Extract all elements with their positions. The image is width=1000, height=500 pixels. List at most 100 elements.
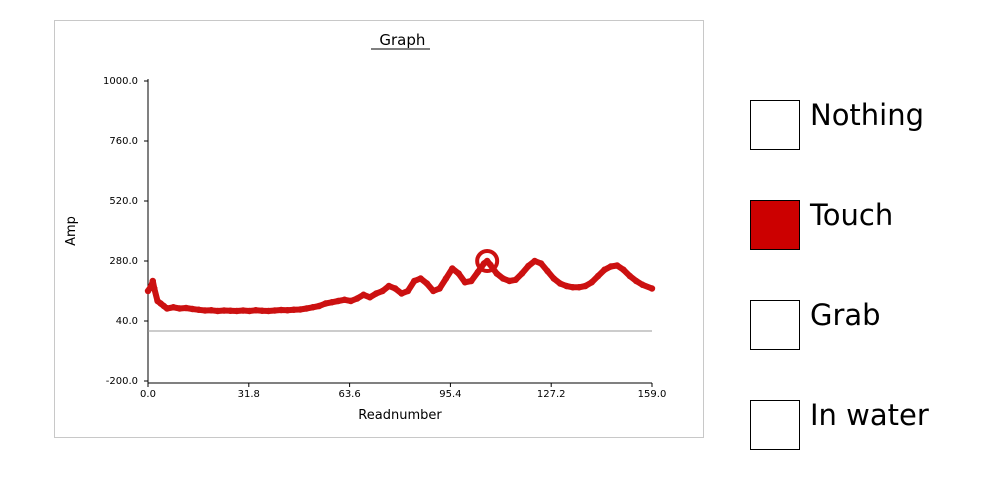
x-tick-label: 0.0 xyxy=(140,389,156,400)
x-tick-label: 159.0 xyxy=(638,389,667,400)
data-point xyxy=(227,307,234,314)
legend-label: In water xyxy=(810,398,929,432)
data-point xyxy=(601,266,608,273)
data-point xyxy=(537,260,545,267)
data-point xyxy=(436,285,443,292)
data-point xyxy=(417,275,424,282)
data-point xyxy=(341,296,348,303)
data-point xyxy=(398,290,405,297)
data-point xyxy=(575,284,583,291)
data-point xyxy=(506,277,513,285)
data-point xyxy=(239,307,247,314)
legend-swatch[interactable] xyxy=(750,200,800,250)
data-point xyxy=(594,272,602,280)
data-point xyxy=(195,306,202,313)
data-point xyxy=(392,285,399,292)
data-point xyxy=(208,307,215,314)
legend-swatch[interactable] xyxy=(750,100,800,150)
legend-swatch[interactable] xyxy=(750,400,800,450)
data-point xyxy=(182,304,190,312)
data-point xyxy=(474,269,481,276)
data-point xyxy=(607,263,614,270)
data-point xyxy=(271,307,278,314)
legend-label: Nothing xyxy=(810,98,925,132)
y-tick-label: 280.0 xyxy=(109,256,138,267)
data-point xyxy=(648,285,656,292)
data-point xyxy=(518,270,526,277)
data-point xyxy=(176,305,183,312)
x-tick-label: 127.2 xyxy=(537,389,566,400)
x-ticks: 0.0 31.8 63.6 95.4 127.2 159.0 xyxy=(140,383,666,400)
data-point xyxy=(334,297,342,305)
data-point xyxy=(613,262,621,269)
data-point xyxy=(455,270,462,277)
data-point xyxy=(411,277,418,285)
data-point xyxy=(170,304,177,311)
chart-svg: Graph 1000.0 760.0 520.0 280.0 40.0 -200.0 0.… xyxy=(64,31,666,423)
data-point xyxy=(632,277,640,285)
data-point xyxy=(544,267,551,275)
y-tick-label: 520.0 xyxy=(109,196,138,207)
data-point xyxy=(201,307,209,314)
data-point xyxy=(214,307,221,315)
legend-item-grab[interactable]: Grab xyxy=(750,298,990,352)
legend-item-nothing[interactable]: Nothing xyxy=(750,98,990,152)
data-point xyxy=(252,307,259,314)
data-point xyxy=(442,275,450,282)
data-point xyxy=(423,280,431,287)
data-point xyxy=(487,261,494,268)
data-point xyxy=(512,276,519,283)
data-point xyxy=(163,305,171,312)
legend-label: Touch xyxy=(810,198,894,232)
data-point xyxy=(347,297,355,305)
chart-title: Graph xyxy=(375,31,426,49)
data-point xyxy=(379,287,386,295)
y-tick-label: 1000.0 xyxy=(103,76,138,87)
x-tick-label: 31.8 xyxy=(238,389,260,400)
x-tick-label: 95.4 xyxy=(439,389,461,400)
data-point xyxy=(430,287,437,295)
legend-item-touch[interactable]: Touch xyxy=(750,198,990,252)
data-point xyxy=(246,307,253,315)
data-point xyxy=(189,305,196,313)
data-point xyxy=(309,304,317,311)
data-point xyxy=(449,265,456,272)
data-point xyxy=(499,275,507,282)
legend-swatch[interactable] xyxy=(750,300,800,350)
data-point xyxy=(639,281,646,288)
y-tick-label: 40.0 xyxy=(116,316,138,327)
data-point xyxy=(303,305,310,312)
series-layer xyxy=(144,249,656,315)
data-point xyxy=(404,287,412,295)
data-point xyxy=(290,306,298,313)
data-point xyxy=(258,307,266,314)
data-point xyxy=(385,282,393,290)
chart-panel: Graph 1000.0 760.0 520.0 280.0 40.0 -200.0 0.… xyxy=(54,20,704,438)
data-point xyxy=(563,282,570,290)
data-point xyxy=(284,307,291,314)
data-point xyxy=(620,266,627,273)
x-tick-label: 63.6 xyxy=(338,389,360,400)
data-point xyxy=(468,277,475,285)
data-point xyxy=(556,280,564,287)
data-point xyxy=(315,302,323,310)
data-point xyxy=(366,294,374,301)
y-tick-label: -200.0 xyxy=(106,376,138,387)
data-point xyxy=(588,279,595,286)
data-point xyxy=(144,287,152,295)
data-point xyxy=(373,290,380,297)
data-point xyxy=(149,277,156,285)
highlight-marker xyxy=(475,249,500,273)
y-ticks: 1000.0 760.0 520.0 280.0 40.0 -200.0 xyxy=(103,76,148,387)
data-point xyxy=(328,299,336,306)
legend-item-in-water[interactable]: In water xyxy=(750,398,990,452)
data-point xyxy=(531,257,538,265)
data-point xyxy=(493,270,500,277)
data-point xyxy=(277,306,285,314)
data-point xyxy=(265,307,272,315)
data-point xyxy=(626,272,634,280)
data-point xyxy=(220,307,228,314)
data-point xyxy=(569,284,576,291)
data-point xyxy=(296,306,304,313)
data-point xyxy=(582,282,589,290)
